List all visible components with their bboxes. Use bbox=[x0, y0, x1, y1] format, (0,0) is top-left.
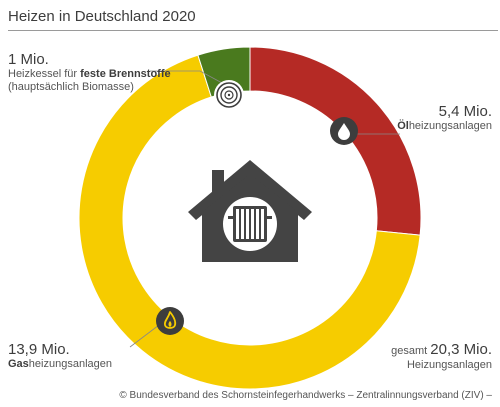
label-total-caption: Heizungsanlagen bbox=[406, 359, 492, 372]
source-note: © Bundesverband des Schornsteinfegerhand… bbox=[119, 390, 492, 401]
label-solid-caption-prefix: Heizkessel für bbox=[8, 68, 81, 81]
slice-gas bbox=[78, 54, 421, 390]
leader-line-solid bbox=[150, 70, 225, 85]
label-gas: 13,9 Mio. Gasheizungsanlagen bbox=[8, 341, 112, 371]
label-oil-rest: heizungsanlagen bbox=[408, 120, 492, 133]
log-wood-icon bbox=[214, 80, 244, 110]
label-total-prefix: gesamt bbox=[391, 345, 431, 357]
label-gas-rest: heizungsanlagen bbox=[28, 358, 112, 371]
label-gas-value: 13,9 Mio. bbox=[8, 341, 70, 358]
label-oil-value: 5,4 Mio. bbox=[438, 103, 492, 120]
chart-title: Heizen in Deutschland 2020 bbox=[8, 8, 196, 25]
label-total: gesamt 20,3 Mio. Heizungsanlagen bbox=[391, 341, 492, 372]
title-divider bbox=[8, 30, 498, 31]
label-total-value: 20,3 Mio. bbox=[430, 341, 492, 358]
label-solid: 1 Mio. Heizkessel für feste Brennstoffe … bbox=[8, 51, 171, 94]
oil-drop-icon bbox=[330, 117, 358, 145]
label-solid-caption-bold: feste Brennstoffe bbox=[80, 68, 171, 81]
label-oil: 5,4 Mio. Ölheizungsanlagen bbox=[397, 103, 492, 133]
gas-flame-icon bbox=[156, 307, 184, 335]
label-solid-caption-line2: (hauptsächlich Biomasse) bbox=[8, 80, 134, 93]
house-radiator-icon bbox=[188, 160, 312, 262]
label-oil-bold: Öl bbox=[397, 120, 409, 133]
label-solid-value: 1 Mio. bbox=[8, 51, 49, 68]
label-gas-bold: Gas bbox=[8, 358, 29, 371]
